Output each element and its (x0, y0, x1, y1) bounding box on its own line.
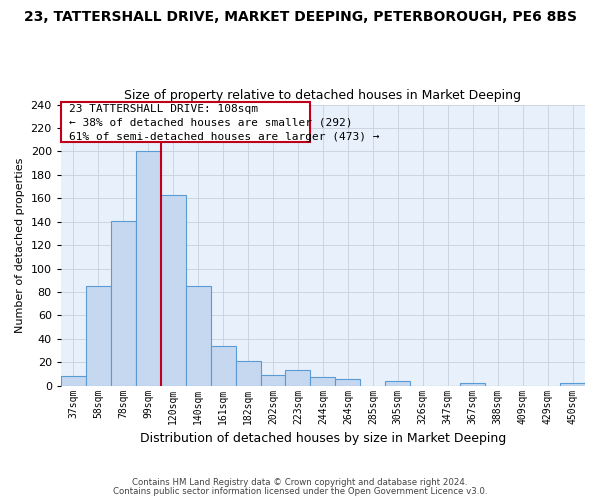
Bar (136, 152, 161, 386)
FancyBboxPatch shape (61, 102, 310, 142)
Bar (286, 370, 310, 386)
Bar (211, 346, 236, 386)
X-axis label: Distribution of detached houses by size in Market Deeping: Distribution of detached houses by size … (140, 432, 506, 445)
Bar (260, 375, 286, 386)
Bar (111, 220, 136, 386)
Bar (310, 378, 335, 386)
Bar (161, 194, 185, 386)
Text: Contains HM Land Registry data © Crown copyright and database right 2024.: Contains HM Land Registry data © Crown c… (132, 478, 468, 487)
Bar (185, 286, 211, 386)
Bar (335, 378, 361, 386)
Bar (460, 384, 485, 386)
Text: 23, TATTERSHALL DRIVE, MARKET DEEPING, PETERBOROUGH, PE6 8BS: 23, TATTERSHALL DRIVE, MARKET DEEPING, P… (23, 10, 577, 24)
Y-axis label: Number of detached properties: Number of detached properties (15, 158, 25, 333)
Bar (61, 376, 86, 386)
Bar (560, 384, 585, 386)
Bar (236, 361, 260, 386)
Bar (385, 381, 410, 386)
Text: 23 TATTERSHALL DRIVE: 108sqm
← 38% of detached houses are smaller (292)
61% of s: 23 TATTERSHALL DRIVE: 108sqm ← 38% of de… (68, 104, 379, 142)
Bar (86, 286, 111, 386)
Text: Contains public sector information licensed under the Open Government Licence v3: Contains public sector information licen… (113, 486, 487, 496)
Title: Size of property relative to detached houses in Market Deeping: Size of property relative to detached ho… (124, 89, 521, 102)
